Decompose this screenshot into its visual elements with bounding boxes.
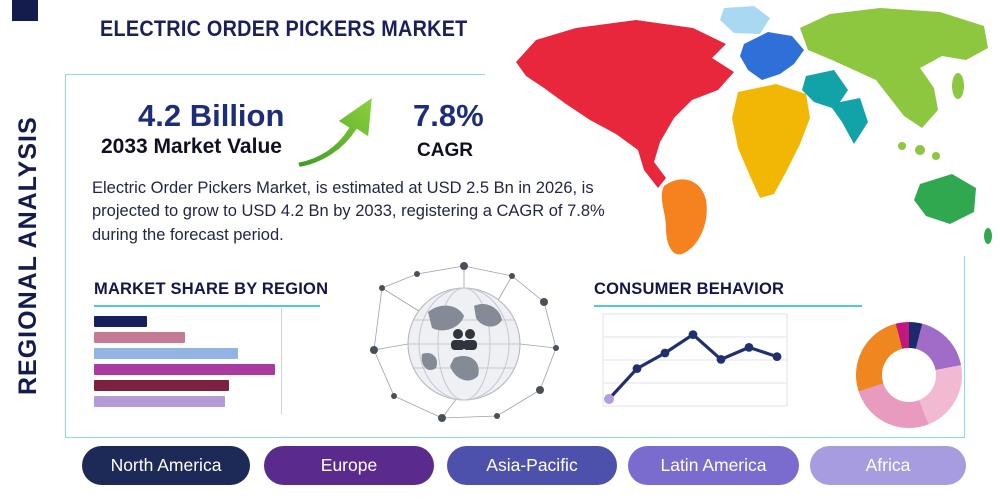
cagr-stat: 7.8%	[413, 98, 484, 133]
map-region-greenland	[720, 6, 770, 34]
market-value-caption: 2033 Market Value	[101, 135, 282, 158]
map-region-island-1	[915, 145, 925, 155]
line-chart-point-0	[604, 394, 614, 404]
content-box-border-top	[65, 74, 485, 75]
map-region-japan	[952, 73, 964, 99]
map-region-new-zealand	[984, 228, 992, 244]
market-share-bar-1	[94, 332, 185, 343]
map-region-australia	[914, 174, 976, 224]
region-donut-chart	[856, 322, 962, 428]
page-title: ELECTRIC ORDER PICKERS MARKET	[100, 16, 468, 41]
region-pill-europe[interactable]: Europe	[264, 446, 434, 485]
line-chart-point-6	[772, 352, 782, 361]
world-map	[516, 6, 992, 255]
market-share-bar-0	[94, 316, 147, 327]
content-box-border-bottom	[65, 437, 965, 438]
map-region-island-3	[898, 142, 906, 150]
region-pill-asia-pacific[interactable]: Asia-Pacific	[447, 446, 617, 485]
line-chart-point-2	[660, 348, 670, 358]
line-chart-point-4	[716, 355, 726, 364]
line-chart-point-5	[744, 343, 754, 352]
global-network-icon	[370, 262, 559, 422]
market-share-bar-5	[94, 396, 225, 407]
region-pill-north-america[interactable]: North America	[82, 446, 250, 485]
market-share-bar-4	[94, 380, 229, 391]
map-region-africa	[732, 84, 810, 198]
market-description: Electric Order Pickers Market, is estima…	[92, 179, 605, 244]
line-chart-point-1	[632, 364, 642, 373]
cagr-caption: CAGR	[417, 140, 473, 161]
consumer-behavior-line-chart	[602, 313, 788, 407]
market-share-bar-2	[94, 348, 238, 359]
donut-hole	[882, 348, 936, 402]
map-region-island-2	[932, 152, 940, 160]
market-share-bar-chart	[94, 316, 275, 407]
map-region-europe	[740, 32, 804, 80]
region-pill-africa[interactable]: Africa	[810, 446, 966, 485]
market-share-heading: MARKET SHARE BY REGION	[94, 280, 328, 307]
growth-arrow-icon	[295, 93, 375, 168]
bar-chart-gridline	[281, 308, 282, 414]
map-region-middle-east-india	[802, 70, 868, 144]
corner-square	[12, 0, 38, 21]
market-share-bar-3	[94, 364, 275, 375]
content-box-border-right	[964, 256, 965, 437]
side-label: REGIONAL ANALYSIS	[14, 116, 42, 396]
consumer-behavior-heading: CONSUMER BEHAVIOR	[594, 280, 862, 307]
map-region-south-america	[661, 179, 707, 255]
map-region-asia	[800, 8, 988, 128]
market-value-stat: 4.2 Billion	[138, 98, 285, 133]
content-box-border-left	[65, 74, 66, 437]
map-region-north-america	[516, 20, 734, 188]
line-chart-point-3	[688, 330, 698, 339]
region-pill-latin-america[interactable]: Latin America	[628, 446, 799, 485]
